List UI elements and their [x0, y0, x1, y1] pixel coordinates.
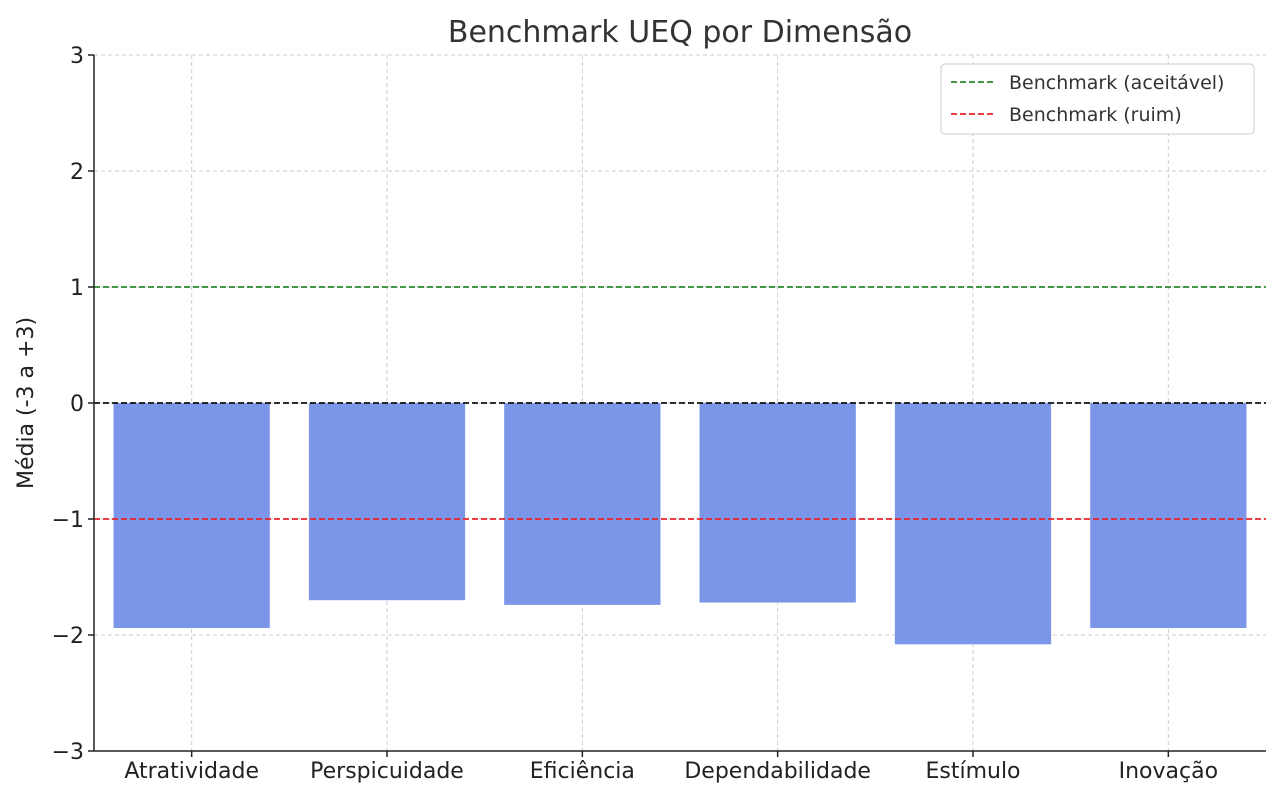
y-tick-labels: −3 −2 −1 0 1 2 3 [52, 44, 94, 765]
legend: Benchmark (aceitável) Benchmark (ruim) [940, 63, 1255, 135]
bar-eficiência [504, 403, 661, 605]
x-tick-label: Atratividade [124, 759, 259, 784]
y-tick-label: 2 [70, 160, 84, 185]
reference-lines [94, 286, 1266, 520]
y-tick-label: 1 [70, 276, 84, 301]
x-tick-label: Dependabilidade [684, 759, 871, 784]
y-axis-label: Média (-3 a +3) [14, 317, 39, 489]
y-tick-label: −1 [52, 508, 84, 533]
y-tick-label: 3 [70, 44, 84, 69]
x-tick-label: Perspicuidade [310, 759, 464, 784]
y-tick-label: −3 [52, 740, 84, 765]
x-tick-label: Estímulo [925, 759, 1020, 784]
bar-perspicuidade [308, 403, 466, 601]
x-tick-label: Inovação [1119, 759, 1218, 784]
bars [113, 403, 1247, 645]
chart-title: Benchmark UEQ por Dimensão [448, 15, 912, 50]
bar-estímulo [894, 403, 1052, 645]
x-tick-labels: Atratividade Perspicuidade Eficiência Depen… [124, 751, 1218, 784]
bar-atratividade [113, 403, 270, 629]
y-tick-label: 0 [70, 392, 84, 417]
legend-box [940, 63, 1255, 135]
bar-inovação [1090, 403, 1247, 629]
bar-dependabilidade [699, 403, 856, 603]
legend-label: Benchmark (aceitável) [1009, 72, 1224, 94]
legend-label: Benchmark (ruim) [1009, 104, 1182, 126]
y-tick-label: −2 [52, 624, 84, 649]
x-tick-label: Eficiência [530, 759, 635, 784]
